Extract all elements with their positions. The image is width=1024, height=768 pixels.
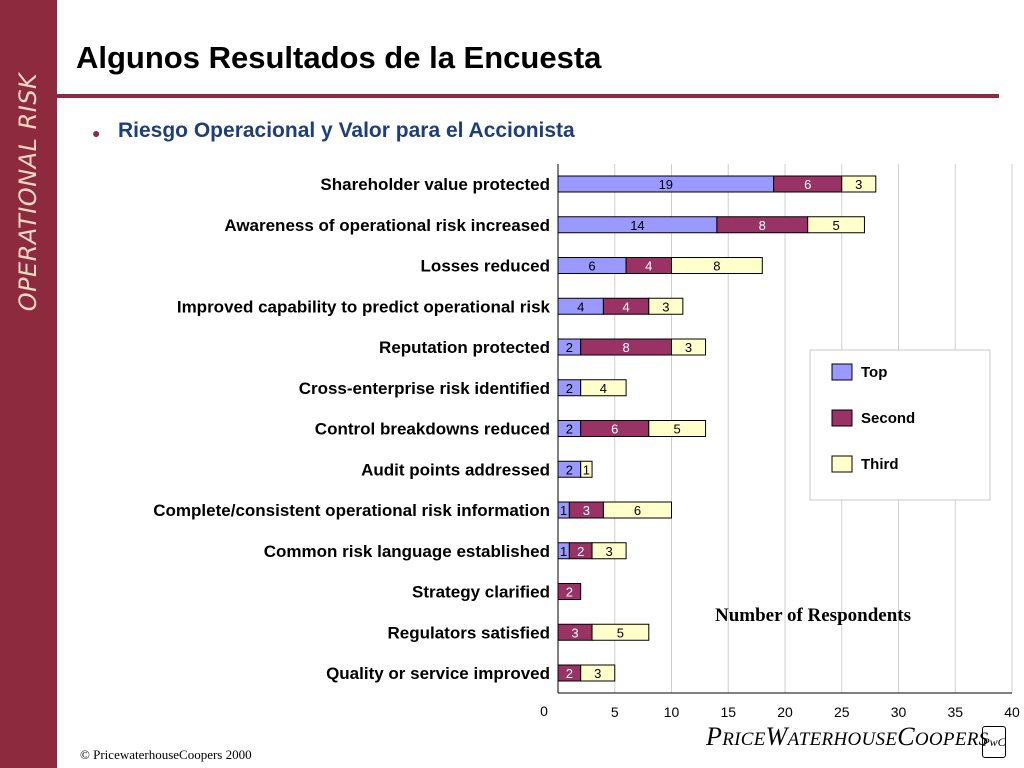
x-tick-label: 15 — [720, 704, 736, 720]
bar-segment-third — [671, 338, 707, 356]
copyright-text: © PricewaterhouseCoopers 2000 — [80, 747, 252, 762]
title-divider — [57, 94, 999, 98]
category-label: Audit points addressed — [361, 460, 550, 479]
bar-value-label: 3 — [594, 666, 601, 681]
bar-value-label: 4 — [645, 259, 652, 274]
legend-swatch — [831, 409, 853, 427]
legend-swatch — [831, 363, 853, 381]
bar-value-label: 2 — [566, 666, 573, 681]
category-label: Reputation protected — [379, 338, 550, 357]
bar-value-label: 3 — [685, 340, 692, 355]
logo-mark-icon: PwC — [982, 726, 1006, 758]
bar-segment-third — [602, 501, 673, 519]
bar-value-label: 1 — [560, 544, 567, 559]
bar-value-label: 3 — [855, 177, 862, 192]
bar-value-label: 1 — [560, 503, 567, 518]
bar-value-label: 2 — [566, 462, 573, 477]
legend-label: Third — [861, 456, 899, 473]
bar-value-label: 3 — [605, 544, 612, 559]
x-axis-label: Number of Respondents — [715, 605, 911, 626]
category-label: Complete/consistent operational risk inf… — [153, 501, 550, 520]
bar-segment-third — [580, 664, 616, 682]
x-tick-label: 5 — [611, 704, 619, 720]
chart-legend: Top Second Third — [809, 349, 991, 501]
bar-value-label: 8 — [759, 218, 766, 233]
category-label: Common risk language established — [264, 542, 550, 561]
bar-value-label: 1 — [583, 462, 590, 477]
x-tick-label: 30 — [891, 704, 907, 720]
bar-value-label: 3 — [662, 299, 669, 314]
bar-segment-third — [580, 460, 593, 478]
category-label: Losses reduced — [421, 257, 550, 276]
bar-segment-third — [591, 623, 650, 641]
bar-value-label: 4 — [600, 381, 607, 396]
bar-value-label: 2 — [566, 340, 573, 355]
bar-value-label: 4 — [577, 299, 584, 314]
bar-segment-third — [807, 216, 865, 234]
bar-value-label: 2 — [566, 381, 573, 396]
category-label: Quality or service improved — [326, 664, 550, 683]
bar-value-label: 6 — [804, 177, 811, 192]
bar-value-label: 2 — [566, 585, 573, 600]
bar-value-label: 6 — [634, 503, 641, 518]
bar-value-label: 8 — [622, 340, 629, 355]
bar-value-label: 2 — [566, 422, 573, 437]
category-label: Awareness of operational risk increased — [224, 216, 550, 235]
bar-value-label: 19 — [659, 177, 673, 192]
bullet-text: Riesgo Operacional y Valor para el Accio… — [118, 119, 575, 142]
bar-value-label: 5 — [617, 625, 624, 640]
x-tick-label: 35 — [947, 704, 963, 720]
category-label: Regulators satisfied — [388, 623, 551, 642]
bullet-icon: ● — [92, 125, 101, 141]
bar-value-label: 5 — [832, 218, 839, 233]
legend-label: Second — [861, 410, 915, 427]
bar-value-label: 14 — [630, 218, 644, 233]
legend-swatch — [831, 455, 853, 473]
bar-value-label: 5 — [674, 422, 681, 437]
category-label: Shareholder value protected — [320, 175, 550, 194]
chart-bars: 19 6 314 8 56 4 84 4 32 8 32 42 6 52 11 3 61 2 323 52 3 — [557, 175, 877, 682]
bar-value-label: 6 — [588, 259, 595, 274]
bar-segment-third — [580, 379, 627, 397]
bar-value-label: 2 — [577, 544, 584, 559]
legend-label: Top — [861, 364, 887, 381]
x-tick-labels: 0 5 10 15 20 25 30 35 40 — [540, 703, 1020, 720]
bar-segment-third — [671, 257, 763, 274]
bar-segment-third — [841, 175, 877, 193]
bar-value-label: 8 — [713, 259, 720, 274]
bar-segment-second — [557, 583, 582, 600]
x-tick-label: 25 — [834, 704, 850, 720]
bar-segment-third — [591, 542, 627, 560]
x-tick-label: 20 — [777, 704, 793, 720]
bar-value-label: 6 — [611, 422, 618, 437]
category-labels: Shareholder value protected Awareness of … — [153, 175, 550, 683]
category-label: Strategy clarified — [412, 583, 550, 602]
company-logo: PRICEWATERHOUSECOOPERS — [706, 722, 989, 751]
page-title: Algunos Resultados de la Encuesta — [76, 40, 602, 75]
x-tick-label: 40 — [1004, 704, 1020, 720]
bar-value-label: 3 — [571, 625, 578, 640]
category-label: Control breakdowns reduced — [315, 420, 550, 439]
x-tick-label: 10 — [664, 704, 680, 720]
bar-segment-third — [648, 420, 707, 437]
category-label: Improved capability to predict operation… — [177, 297, 551, 316]
bar-segment-third — [648, 297, 684, 315]
category-label: Cross-enterprise risk identified — [299, 379, 550, 398]
bar-value-label: 4 — [622, 299, 629, 314]
x-tick-label: 0 — [540, 703, 548, 719]
bar-value-label: 3 — [583, 503, 590, 518]
sidebar-band: OPERATIONAL RISK — [0, 0, 57, 768]
